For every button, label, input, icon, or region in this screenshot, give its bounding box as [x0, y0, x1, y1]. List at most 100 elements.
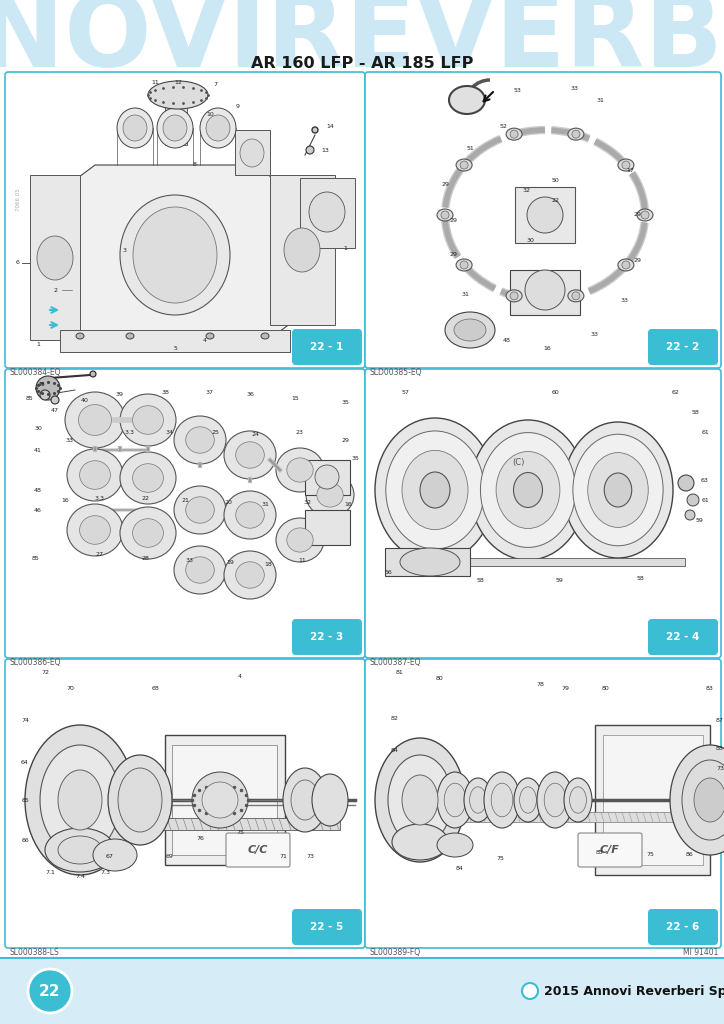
Ellipse shape — [525, 270, 565, 310]
Text: 67: 67 — [106, 853, 114, 858]
Text: SL000386-EQ: SL000386-EQ — [10, 658, 62, 667]
Text: 1: 1 — [36, 342, 40, 347]
Ellipse shape — [224, 431, 276, 479]
Ellipse shape — [261, 333, 269, 339]
Ellipse shape — [40, 745, 120, 855]
Ellipse shape — [470, 420, 586, 560]
Text: 29: 29 — [341, 437, 349, 442]
Ellipse shape — [510, 130, 518, 138]
Ellipse shape — [120, 452, 176, 504]
Ellipse shape — [464, 778, 492, 822]
FancyBboxPatch shape — [365, 369, 721, 658]
Bar — [300, 178, 355, 248]
Text: 16: 16 — [344, 503, 352, 508]
Ellipse shape — [445, 312, 495, 348]
Text: 84: 84 — [391, 748, 399, 753]
Ellipse shape — [537, 772, 573, 828]
Text: 66: 66 — [21, 838, 29, 843]
FancyBboxPatch shape — [292, 329, 362, 365]
Text: 11: 11 — [298, 557, 306, 562]
Ellipse shape — [605, 473, 632, 507]
Text: SL000389-FQ: SL000389-FQ — [370, 948, 421, 957]
Text: 74: 74 — [21, 718, 29, 723]
Ellipse shape — [276, 449, 324, 492]
Ellipse shape — [118, 768, 162, 831]
Text: 61: 61 — [701, 498, 709, 503]
Text: 80: 80 — [436, 676, 444, 681]
Ellipse shape — [132, 406, 164, 434]
Ellipse shape — [58, 836, 102, 864]
Text: 7: 7 — [213, 83, 217, 87]
Ellipse shape — [506, 290, 522, 302]
Text: 21: 21 — [181, 498, 189, 503]
Bar — [603, 735, 703, 865]
Text: 33: 33 — [66, 437, 74, 442]
Text: 62: 62 — [672, 390, 680, 395]
Ellipse shape — [682, 760, 724, 840]
Text: 86: 86 — [686, 853, 694, 857]
Bar — [385, 548, 470, 575]
Text: SL000388-LS: SL000388-LS — [10, 948, 60, 957]
Text: 87: 87 — [716, 718, 724, 723]
Ellipse shape — [510, 292, 518, 300]
Ellipse shape — [185, 557, 214, 584]
Text: 61: 61 — [701, 429, 709, 434]
Text: 29: 29 — [449, 217, 457, 222]
Ellipse shape — [25, 725, 135, 874]
Text: SLD00385-EQ: SLD00385-EQ — [370, 368, 423, 377]
Ellipse shape — [306, 146, 314, 154]
Text: 68: 68 — [151, 686, 159, 691]
Ellipse shape — [437, 209, 453, 221]
Text: 41: 41 — [34, 447, 42, 453]
Text: 47: 47 — [51, 408, 59, 413]
Text: 59: 59 — [556, 578, 564, 583]
Text: MI 91401: MI 91401 — [683, 948, 718, 957]
Ellipse shape — [449, 86, 485, 114]
Text: 35: 35 — [351, 456, 359, 461]
Text: 33: 33 — [571, 85, 579, 90]
Ellipse shape — [402, 775, 438, 825]
Text: SL000384-EQ: SL000384-EQ — [10, 368, 62, 377]
Text: 24: 24 — [251, 432, 259, 437]
Ellipse shape — [400, 548, 460, 575]
FancyBboxPatch shape — [5, 659, 365, 948]
Ellipse shape — [375, 418, 495, 562]
Text: 58: 58 — [691, 411, 699, 416]
Ellipse shape — [437, 772, 473, 828]
Ellipse shape — [460, 261, 468, 269]
Circle shape — [522, 983, 538, 999]
Ellipse shape — [93, 839, 137, 871]
Text: 75: 75 — [236, 829, 244, 835]
Text: 16: 16 — [543, 345, 551, 350]
Ellipse shape — [148, 81, 208, 109]
Ellipse shape — [513, 472, 542, 508]
Text: 7.3: 7.3 — [100, 870, 110, 876]
Text: 71: 71 — [279, 853, 287, 858]
Text: 29: 29 — [441, 182, 449, 187]
FancyBboxPatch shape — [365, 659, 721, 948]
Text: ANNOVIREVERBERÌ: ANNOVIREVERBERÌ — [0, 0, 724, 88]
Ellipse shape — [284, 228, 320, 272]
Text: 52: 52 — [500, 124, 508, 128]
Ellipse shape — [386, 431, 484, 549]
Text: 76: 76 — [196, 837, 204, 842]
Text: 29: 29 — [634, 257, 642, 262]
Text: 10: 10 — [206, 113, 214, 118]
Text: 79: 79 — [561, 685, 569, 690]
Polygon shape — [30, 175, 80, 340]
Ellipse shape — [456, 259, 472, 271]
Text: 18: 18 — [264, 562, 272, 567]
Text: 4: 4 — [238, 674, 242, 679]
FancyBboxPatch shape — [648, 618, 718, 655]
Text: 57: 57 — [401, 390, 409, 395]
Ellipse shape — [568, 290, 584, 302]
Ellipse shape — [236, 441, 264, 468]
Ellipse shape — [80, 461, 110, 489]
Ellipse shape — [126, 333, 134, 339]
Text: 14: 14 — [326, 125, 334, 129]
Text: 2015 Annovi Reverberi Spa: 2015 Annovi Reverberi Spa — [544, 984, 724, 997]
Text: 56: 56 — [384, 569, 392, 574]
Text: 60: 60 — [551, 390, 559, 395]
Text: 33: 33 — [186, 557, 194, 562]
Ellipse shape — [618, 259, 634, 271]
